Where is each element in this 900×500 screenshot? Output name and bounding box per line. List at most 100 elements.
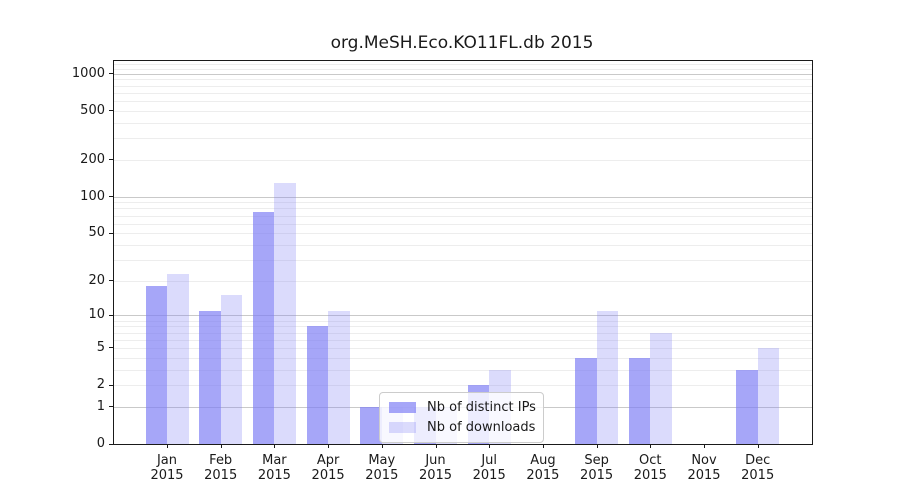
bar-downloads (757, 347, 780, 444)
y-tick-mark (109, 159, 113, 161)
bar-distinct-ips (306, 326, 329, 444)
y-tick-label: 100 (80, 188, 105, 204)
x-tick-mark (704, 444, 705, 448)
legend-label-distinct-ips: Nb of distinct IPs (427, 400, 536, 415)
y-gridline-minor (114, 92, 812, 94)
x-tick-mark (650, 444, 652, 448)
y-gridline-minor (114, 332, 812, 334)
y-gridline-minor (114, 223, 812, 225)
y-tick-label: 50 (88, 225, 105, 241)
y-gridline-minor (114, 159, 812, 161)
bar-distinct-ips (145, 286, 167, 444)
y-tick-label: 20 (88, 272, 105, 288)
x-tick-label: May 2015 (365, 453, 399, 483)
bar-downloads (328, 310, 350, 444)
x-tick-label: Mar 2015 (257, 453, 291, 483)
x-tick-label: Sep 2015 (580, 453, 614, 483)
x-tick-label: Oct 2015 (633, 453, 667, 483)
y-gridline-minor (114, 385, 812, 387)
y-tick-mark (109, 110, 113, 112)
y-tick-label: 200 (80, 151, 105, 167)
x-tick-label: Nov 2015 (687, 453, 721, 483)
x-tick-label: Feb 2015 (204, 453, 238, 483)
bar-distinct-ips (252, 211, 275, 444)
y-tick-mark (109, 73, 113, 75)
y-gridline-minor (114, 280, 812, 282)
y-gridline-minor (114, 63, 812, 65)
y-tick-mark (109, 443, 113, 445)
y-tick-mark (109, 347, 113, 349)
x-tick-mark (596, 444, 598, 448)
y-gridline-minor (114, 347, 812, 349)
bar-downloads (220, 295, 243, 444)
x-tick-label: Dec 2015 (741, 453, 775, 483)
y-gridline-minor (114, 85, 812, 87)
x-tick-label: Aug 2015 (526, 453, 560, 483)
bar-distinct-ips (360, 406, 382, 444)
legend-row-downloads: Nb of downloads (389, 420, 536, 435)
y-gridline-minor (114, 339, 812, 341)
y-gridline-minor (114, 326, 812, 328)
y-gridline-minor (114, 122, 812, 124)
bar-downloads (650, 332, 672, 444)
y-gridline-major (114, 315, 812, 317)
y-gridline-minor (114, 244, 812, 246)
y-gridline-minor (114, 79, 812, 81)
y-gridline-minor (114, 110, 812, 112)
bar-distinct-ips (199, 310, 221, 444)
y-tick-label: 1 (96, 398, 105, 414)
bar-distinct-ips (628, 357, 651, 444)
bar-downloads (596, 310, 619, 444)
y-tick-label: 0 (96, 436, 105, 451)
y-tick-mark (109, 384, 113, 386)
legend-swatch-distinct-ips (389, 402, 416, 413)
bar-distinct-ips (736, 369, 758, 444)
y-tick-mark (109, 280, 113, 282)
plot-area: Nb of distinct IPs Nb of downloads 0 1 2 5 1… (72, 60, 813, 483)
x-tick-mark (220, 444, 222, 448)
y-tick-mark (109, 196, 113, 198)
y-tick-mark (109, 406, 113, 408)
x-tick-label: Apr 2015 (311, 453, 345, 483)
y-tick-label: 10 (88, 307, 105, 323)
x-tick-mark (542, 444, 544, 448)
y-gridline-minor (114, 202, 812, 204)
y-tick-label: 2 (96, 377, 105, 393)
y-gridline-minor (114, 357, 812, 359)
x-tick-label: Jul 2015 (472, 453, 506, 483)
x-tick-mark (167, 444, 168, 448)
legend-row-distinct-ips: Nb of distinct IPs (389, 400, 536, 415)
y-tick-mark (109, 314, 113, 316)
bar-distinct-ips (575, 357, 597, 444)
y-gridline-minor (114, 320, 812, 322)
x-tick-mark (381, 444, 383, 448)
y-gridline-major (114, 196, 812, 198)
legend-label-downloads: Nb of downloads (427, 420, 536, 435)
y-tick-mark (109, 232, 113, 234)
y-gridline-minor (114, 208, 812, 210)
y-gridline-minor (114, 100, 812, 102)
y-tick-label: 500 (80, 102, 105, 118)
legend-swatch-downloads (389, 422, 416, 433)
x-tick-mark (435, 444, 437, 448)
chart-title: org.MeSH.Eco.KO11FL.db 2015 (330, 33, 594, 53)
y-gridline-major (114, 73, 812, 75)
bar-downloads (274, 182, 296, 444)
legend: Nb of distinct IPs Nb of downloads (379, 392, 544, 443)
x-tick-label: Jan 2015 (150, 453, 184, 483)
bar-downloads (167, 273, 189, 444)
y-gridline-minor (114, 259, 812, 261)
y-tick-label: 1000 (71, 65, 105, 81)
y-gridline-minor (114, 138, 812, 139)
x-tick-mark (489, 444, 491, 448)
y-gridline-minor (114, 68, 812, 70)
x-tick-mark (328, 444, 330, 448)
y-tick-label: 5 (96, 339, 105, 355)
x-tick-label: Jun 2015 (418, 453, 453, 483)
x-tick-mark (274, 444, 276, 448)
y-gridline-minor (114, 369, 812, 371)
x-tick-mark (757, 444, 759, 448)
y-gridline-minor (114, 215, 812, 217)
y-gridline-minor (114, 233, 812, 235)
